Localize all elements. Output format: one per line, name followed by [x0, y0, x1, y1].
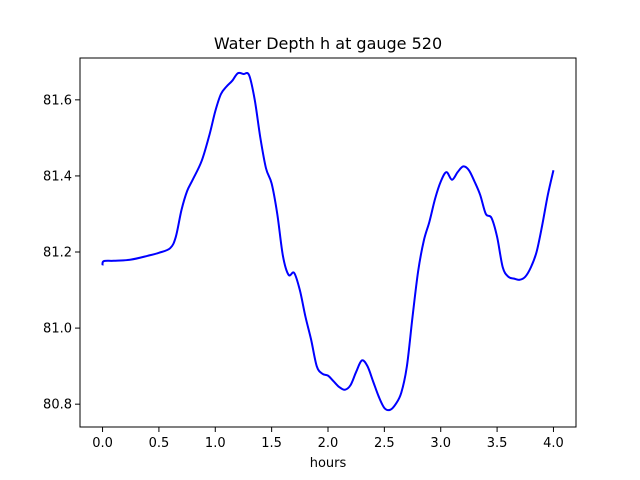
x-tick-label: 3.0 — [430, 436, 451, 451]
x-tick-label: 0.0 — [92, 436, 113, 451]
series-line-0 — [101, 71, 555, 412]
x-tick-label: 3.5 — [487, 436, 508, 451]
y-tick-label: 81.4 — [43, 169, 72, 184]
x-tick-label: 2.5 — [374, 436, 395, 451]
x-tick-label: 4.0 — [543, 436, 564, 451]
series-layer — [101, 71, 555, 412]
x-tick-label: 1.5 — [261, 436, 282, 451]
x-axis-label: hours — [310, 456, 347, 471]
y-tick-label: 81.2 — [43, 246, 72, 261]
y-tick-label: 81.6 — [43, 93, 72, 108]
x-axis-ticks: 0.0 0.5 1.0 1.5 2.0 2.5 3.0 3.5 4.0 — [92, 427, 564, 451]
x-tick-label: 2.0 — [318, 436, 339, 451]
x-tick-label: 0.5 — [149, 436, 170, 451]
y-tick-label: 81.0 — [43, 322, 72, 337]
y-tick-label: 80.8 — [43, 398, 72, 413]
plot-area — [80, 58, 576, 427]
y-axis-ticks: 80.8 81.0 81.2 81.4 81.6 — [43, 93, 80, 413]
chart-title: Water Depth h at gauge 520 — [214, 34, 442, 53]
x-tick-label: 1.0 — [205, 436, 226, 451]
